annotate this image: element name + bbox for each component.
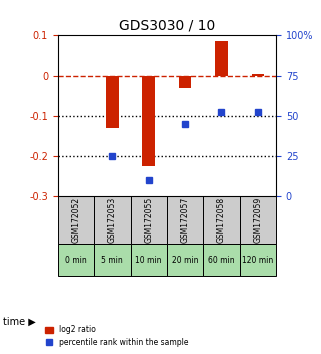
FancyBboxPatch shape [240,196,276,244]
FancyBboxPatch shape [94,244,131,276]
FancyBboxPatch shape [167,196,203,244]
FancyBboxPatch shape [167,244,203,276]
Bar [106,75,119,128]
Text: GSM172052: GSM172052 [72,197,81,243]
Bar [251,74,264,75]
Bar [179,75,191,87]
FancyBboxPatch shape [131,196,167,244]
Text: 120 min: 120 min [242,256,273,264]
Text: GSM172053: GSM172053 [108,197,117,243]
FancyBboxPatch shape [94,196,131,244]
Legend: log2 ratio, percentile rank within the sample: log2 ratio, percentile rank within the s… [42,322,192,350]
Text: 10 min: 10 min [135,256,162,264]
Text: 5 min: 5 min [101,256,123,264]
Text: 0 min: 0 min [65,256,87,264]
Text: 20 min: 20 min [172,256,198,264]
FancyBboxPatch shape [58,196,94,244]
Text: GSM172057: GSM172057 [181,197,190,243]
FancyBboxPatch shape [58,244,94,276]
Text: GSM172059: GSM172059 [253,197,262,243]
FancyBboxPatch shape [203,196,240,244]
Text: 60 min: 60 min [208,256,235,264]
FancyBboxPatch shape [240,244,276,276]
Bar [215,41,228,75]
Text: GSM172058: GSM172058 [217,197,226,243]
Text: GSM172055: GSM172055 [144,197,153,243]
Text: time ▶: time ▶ [3,317,36,327]
FancyBboxPatch shape [203,244,240,276]
Bar [142,75,155,166]
Title: GDS3030 / 10: GDS3030 / 10 [119,19,215,33]
FancyBboxPatch shape [131,244,167,276]
